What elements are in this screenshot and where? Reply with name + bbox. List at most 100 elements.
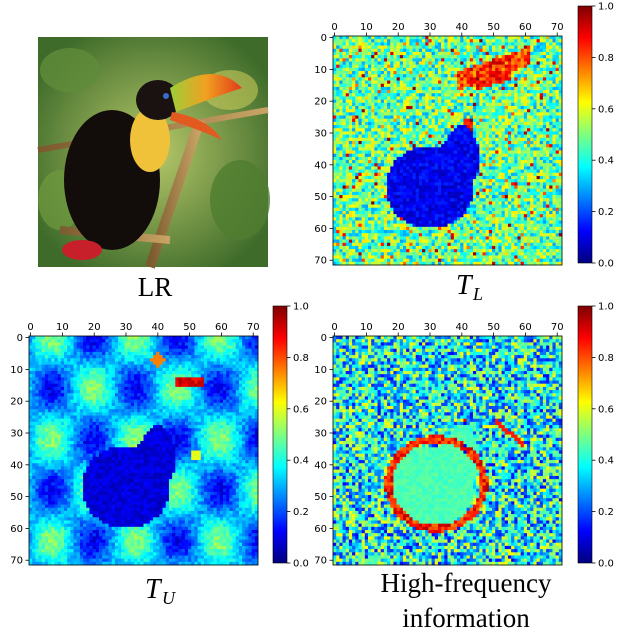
heatmap-cell — [479, 70, 483, 75]
heatmap-cell — [352, 77, 356, 81]
heatmap-cell — [536, 172, 541, 177]
heatmap-cell — [380, 61, 385, 65]
heatmap-cell — [466, 137, 471, 142]
heatmap-cell — [383, 131, 388, 135]
heatmap-cell — [402, 134, 407, 139]
heatmap-cell — [546, 166, 550, 170]
heatmap-cell — [469, 185, 474, 190]
heatmap-cell — [437, 204, 442, 209]
heatmap-cell — [339, 198, 343, 202]
heatmap-cell — [492, 147, 496, 151]
heatmap-cell — [428, 96, 432, 100]
heatmap-cell — [511, 74, 515, 78]
heatmap-cell — [361, 166, 366, 170]
heatmap-cell — [469, 150, 474, 155]
heatmap-cell — [555, 169, 560, 174]
heatmap-cell — [437, 83, 442, 88]
heatmap-cell — [485, 236, 490, 240]
heatmap-cell — [415, 175, 420, 180]
heatmap-cell — [511, 64, 515, 69]
heatmap-cell — [358, 249, 362, 253]
heatmap-cell — [444, 179, 448, 183]
heatmap-cell — [447, 58, 452, 62]
heatmap-cell — [552, 121, 556, 126]
heatmap-cell — [492, 90, 496, 94]
heatmap-cell — [466, 48, 471, 53]
heatmap-cell — [364, 70, 369, 75]
heatmap-cell — [371, 121, 375, 126]
heatmap-cell — [387, 191, 391, 196]
heatmap-cell — [476, 121, 480, 126]
heatmap-cell — [339, 48, 343, 53]
heatmap-cell — [472, 128, 477, 132]
heatmap-cell — [374, 48, 378, 53]
heatmap-cell — [390, 67, 394, 72]
heatmap-cell — [453, 83, 458, 88]
heatmap-cell — [507, 36, 512, 40]
heatmap-cell — [453, 249, 458, 253]
heatmap-cell — [546, 131, 550, 135]
heatmap-cell — [402, 233, 407, 237]
heatmap-cell — [444, 70, 448, 75]
heatmap-cell — [396, 131, 401, 135]
heatmap-cell — [418, 134, 423, 139]
heatmap-cell — [523, 64, 528, 69]
heatmap-cell — [364, 77, 369, 81]
heatmap-cell — [380, 121, 385, 126]
heatmap-cell — [479, 45, 483, 50]
heatmap-cell — [482, 118, 487, 123]
heatmap-cell — [428, 42, 432, 46]
heatmap-cell — [434, 61, 439, 65]
heatmap-cell — [450, 58, 455, 62]
heatmap-cell — [460, 128, 464, 132]
heatmap-cell — [517, 236, 521, 240]
heatmap-cell — [393, 220, 397, 224]
heatmap-cell — [444, 64, 448, 69]
heatmap-cell — [472, 125, 477, 129]
heatmap-cell — [364, 115, 369, 120]
heatmap-cell — [485, 70, 490, 75]
heatmap-cell — [390, 207, 394, 212]
heatmap-cell — [422, 51, 426, 56]
heatmap-cell — [336, 230, 340, 234]
heatmap-cell — [371, 214, 375, 218]
heatmap-cell — [380, 217, 385, 221]
heatmap-cell — [352, 131, 356, 135]
heatmap-cell — [387, 140, 391, 145]
heatmap-cell — [396, 64, 401, 69]
heatmap-cell — [415, 96, 420, 100]
heatmap-cell — [399, 144, 404, 148]
heatmap-cell — [536, 239, 541, 244]
heatmap-cell — [498, 191, 502, 196]
heatmap-cell — [342, 48, 347, 53]
heatmap-cell — [501, 99, 506, 104]
heatmap-cell — [447, 204, 452, 209]
heatmap-cell — [460, 150, 464, 155]
heatmap-cell — [523, 236, 528, 240]
heatmap-cell — [358, 74, 362, 78]
heatmap-cell — [434, 220, 439, 224]
heatmap-cell — [342, 226, 347, 231]
heatmap-cell — [495, 233, 499, 237]
heatmap-cell — [552, 99, 556, 104]
heatmap-cell — [437, 61, 442, 65]
heatmap-cell — [549, 39, 553, 43]
heatmap-cell — [380, 153, 385, 158]
heatmap-cell — [492, 230, 496, 234]
heatmap-cell — [485, 102, 490, 107]
heatmap-cell — [367, 80, 372, 85]
heatmap-cell — [374, 42, 378, 46]
heatmap-cell — [409, 118, 413, 123]
heatmap-cell — [485, 48, 490, 53]
heatmap-cell — [447, 74, 452, 78]
heatmap-cell — [409, 131, 413, 135]
heatmap-cell — [514, 210, 518, 215]
heatmap-cell — [396, 36, 401, 40]
heatmap-cell — [542, 156, 547, 161]
heatmap-cell — [482, 109, 487, 113]
heatmap-cell — [374, 172, 378, 177]
heatmap-cell — [501, 67, 506, 72]
heatmap-cell — [523, 86, 528, 91]
heatmap-cell — [488, 109, 493, 113]
heatmap-cell — [466, 45, 471, 50]
